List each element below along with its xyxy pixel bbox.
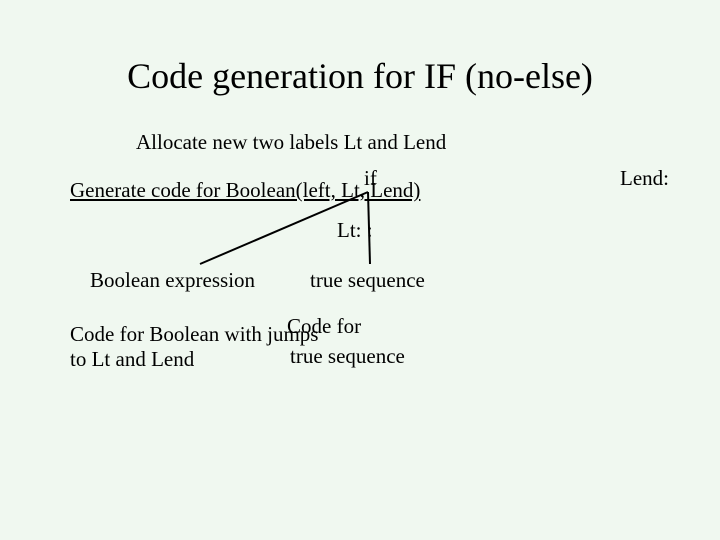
true-sequence-text-2: true sequence (290, 344, 405, 369)
lt-label: Lt: : (337, 218, 373, 243)
code-for-text: Code for (287, 314, 361, 339)
boolean-expression-text: Boolean expression (90, 268, 255, 293)
true-sequence-text: true sequence (310, 268, 425, 293)
if-node-label: if (364, 166, 377, 191)
slide-root: Code generation for IF (no-else) Allocat… (0, 0, 720, 540)
allocate-labels-text: Allocate new two labels Lt and Lend (136, 130, 446, 155)
slide-title: Code generation for IF (no-else) (0, 55, 720, 97)
lend-label: Lend: (620, 166, 669, 191)
code-jumps-line2: to Lt and Lend (70, 347, 194, 371)
code-jumps-line1: Code for Boolean with jumps (70, 322, 318, 346)
